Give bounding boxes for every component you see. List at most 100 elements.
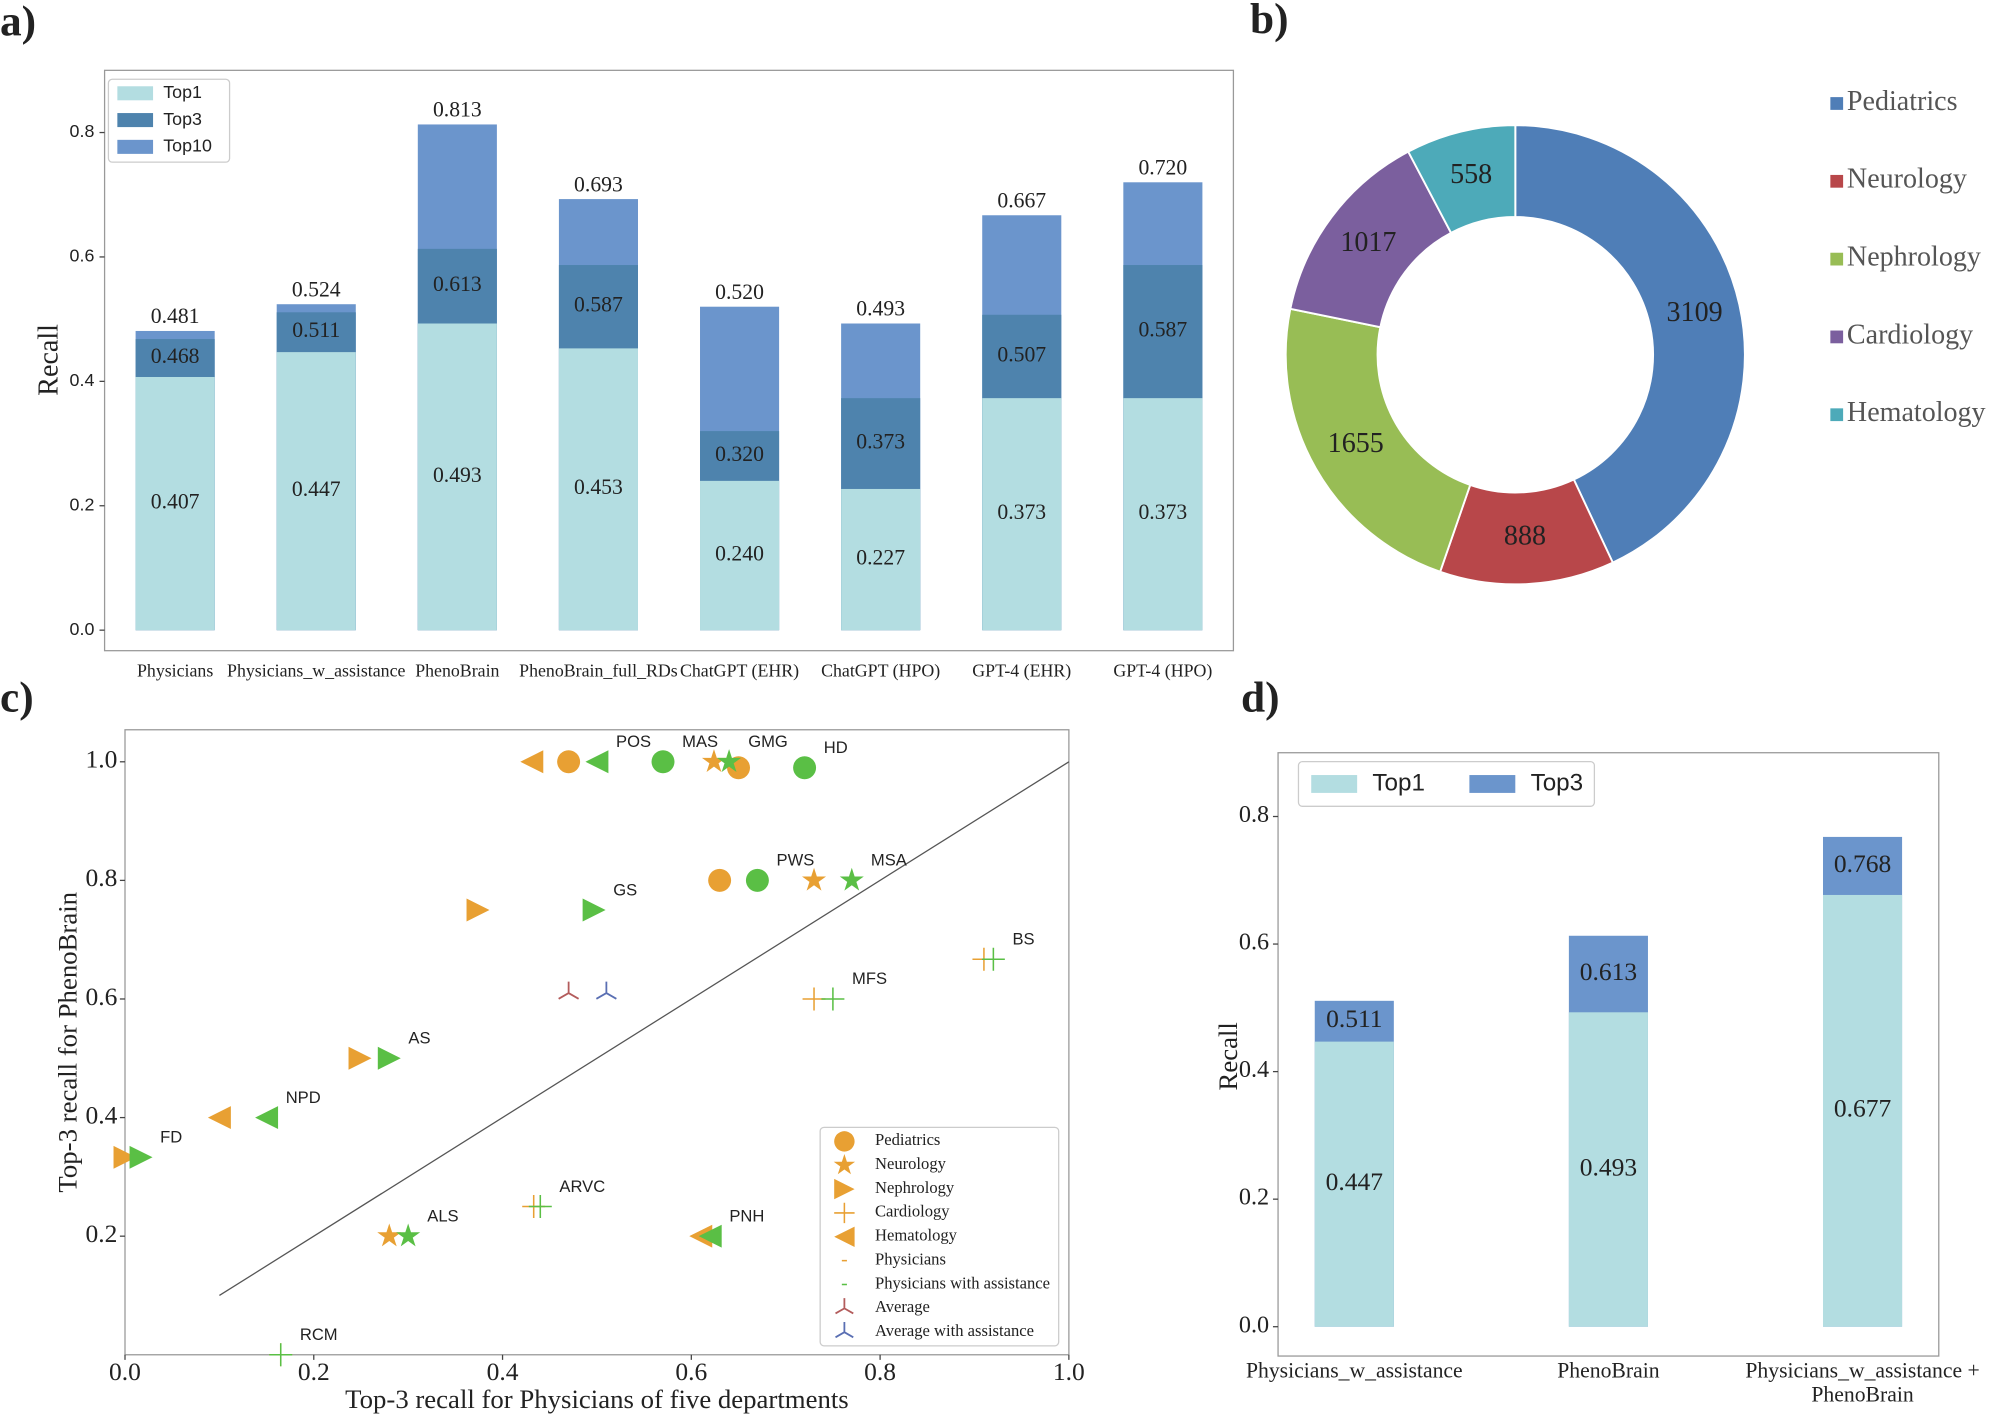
marker <box>745 868 769 892</box>
legend-label: Top1 <box>1372 769 1425 796</box>
legend-label: Pediatrics <box>875 1130 940 1149</box>
marker <box>585 750 609 774</box>
slice-label: 1655 <box>1328 428 1384 459</box>
marker <box>793 756 817 780</box>
legend-marker <box>833 1154 856 1175</box>
point-label: ALS <box>427 1206 458 1225</box>
point-label: POS <box>616 732 651 751</box>
x-tick-label: 0.4 <box>487 1357 519 1386</box>
bar <box>982 398 1062 631</box>
value-label: 0.240 <box>715 541 764 565</box>
legend-label: Neurology <box>1847 164 1967 195</box>
legend-label: Nephrology <box>875 1178 955 1197</box>
value-label: 0.453 <box>574 475 623 499</box>
point-label: MAS <box>682 732 718 751</box>
value-label: 0.813 <box>433 98 482 122</box>
marker <box>396 1223 421 1247</box>
legend-swatch <box>1830 408 1844 422</box>
y-tick-label: 0.8 <box>1239 801 1269 828</box>
legend-label: Cardiology <box>1847 319 1973 350</box>
legend-marker <box>834 1202 855 1224</box>
legend-label: Cardiology <box>875 1202 950 1221</box>
point-label: GMG <box>748 732 788 751</box>
point-label: MFS <box>852 969 887 988</box>
marker <box>528 1195 552 1219</box>
x-tick-label: ChatGPT (EHR) <box>680 660 799 681</box>
legend-marker <box>834 1131 855 1152</box>
point-label: PNH <box>729 1206 764 1225</box>
x-tick-label: 0.8 <box>864 1357 896 1386</box>
value-label: 0.373 <box>1138 500 1187 524</box>
legend-label: Top1 <box>163 82 202 102</box>
x-tick-label: PhenoBrain <box>1557 1359 1659 1383</box>
point-label: FD <box>160 1128 182 1147</box>
marker <box>269 1343 293 1367</box>
value-label: 0.587 <box>574 293 623 317</box>
reference-line <box>219 761 1070 1297</box>
value-label: 0.667 <box>997 188 1046 212</box>
x-tick-label: 0.2 <box>298 1357 330 1386</box>
legend-swatch <box>117 86 154 101</box>
value-label: 0.511 <box>1326 1004 1382 1033</box>
bar <box>276 352 356 631</box>
y-tick-label: 0.4 <box>70 370 95 390</box>
bar <box>700 480 780 631</box>
point-label: NPD <box>286 1088 321 1107</box>
marker <box>839 867 864 891</box>
marker <box>698 1224 722 1248</box>
marker <box>348 1046 372 1070</box>
legend-label: Average <box>875 1297 930 1316</box>
legend-marker <box>834 1178 855 1200</box>
y-axis-label: Top-3 recall for PhenoBrain <box>52 892 82 1193</box>
bar <box>1568 1012 1648 1327</box>
panel-label: d) <box>1241 674 1280 722</box>
value-label: 0.677 <box>1834 1094 1892 1123</box>
slice-label: 1017 <box>1340 227 1396 258</box>
y-axis-label: Recall <box>1213 1022 1243 1090</box>
marker <box>255 1106 279 1130</box>
marker <box>520 750 544 774</box>
marker <box>802 867 827 891</box>
marker <box>377 1046 401 1070</box>
legend-label: Pediatrics <box>1847 86 1958 117</box>
panel-label: c) <box>0 674 34 722</box>
x-tick-label: 0.6 <box>675 1357 707 1386</box>
bar <box>558 348 638 631</box>
legend-swatch <box>117 113 154 128</box>
value-label: 0.447 <box>1326 1167 1384 1196</box>
legend-swatch <box>1469 775 1516 793</box>
y-tick-label: 0.6 <box>1239 929 1269 956</box>
y-tick-label: 1.0 <box>85 745 117 774</box>
value-label: 0.227 <box>856 546 905 570</box>
x-tick-label: GPT-4 (HPO) <box>1113 660 1212 681</box>
value-label: 0.481 <box>151 304 200 328</box>
plot-frame <box>1277 752 1940 1357</box>
value-label: 0.493 <box>856 297 905 321</box>
value-label: 0.693 <box>574 172 623 196</box>
y-tick-label: 0.0 <box>1239 1311 1269 1338</box>
plot-frame <box>124 729 1070 1356</box>
legend-swatch <box>1830 97 1844 110</box>
marker <box>113 1145 137 1169</box>
y-tick-label: 0.0 <box>70 619 95 639</box>
x-tick-label: PhenoBrain <box>415 660 499 680</box>
point-label: PWS <box>777 851 815 870</box>
legend-label: Average with assistance <box>875 1321 1034 1340</box>
legend-swatch <box>1830 252 1844 266</box>
value-label: 0.587 <box>1138 318 1187 342</box>
value-label: 0.447 <box>292 477 341 501</box>
panel-label: a) <box>0 0 36 46</box>
bar <box>1123 398 1203 631</box>
value-label: 0.613 <box>433 272 482 296</box>
marker <box>558 981 580 1000</box>
point-label: ARVC <box>559 1177 605 1196</box>
marker <box>708 868 732 892</box>
y-tick-label: 0.2 <box>85 1219 117 1248</box>
legend-label: Hematology <box>875 1226 958 1245</box>
point-label: AS <box>408 1029 430 1048</box>
y-tick-label: 0.6 <box>85 982 117 1011</box>
pie-slice <box>1284 307 1472 573</box>
legend-marker <box>834 1226 855 1247</box>
